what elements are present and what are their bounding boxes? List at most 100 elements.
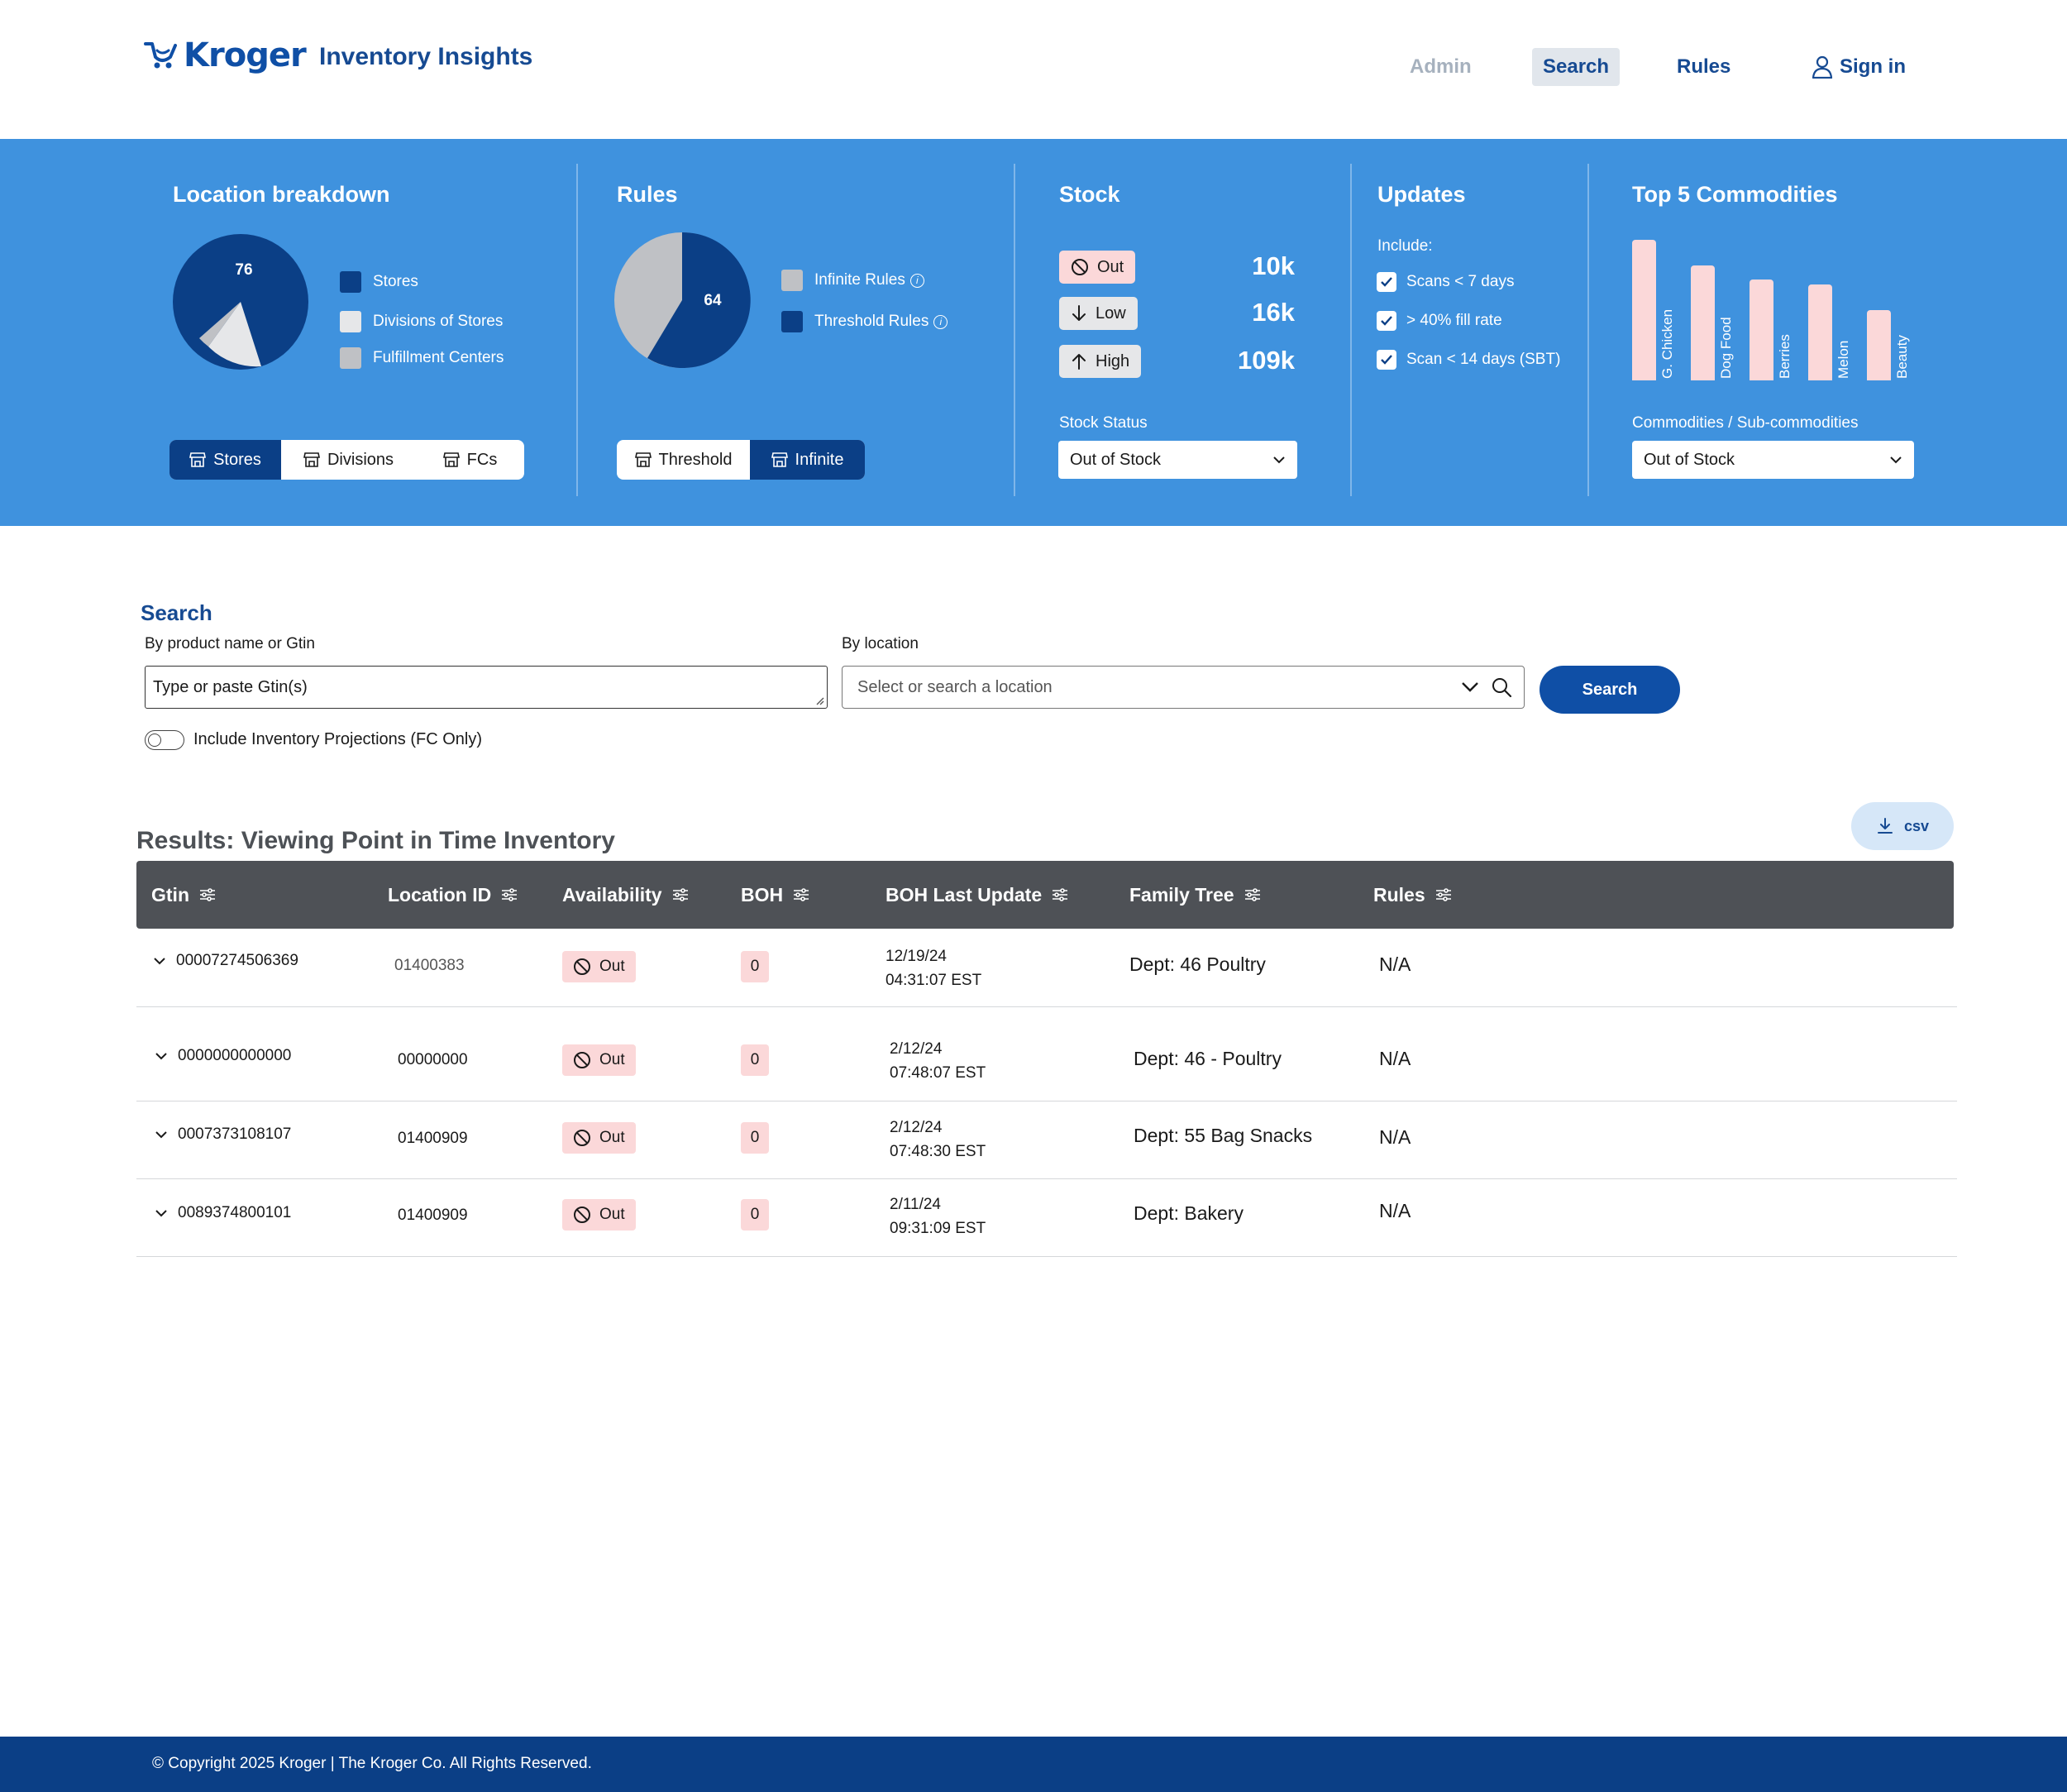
user-icon	[1812, 55, 1833, 79]
gtin-cell: 0089374800101	[155, 1204, 291, 1222]
stock-label: Low	[1096, 303, 1126, 323]
commodity-bar[interactable]	[1691, 265, 1715, 380]
legend-threshold-rules: Threshold Rules i	[781, 311, 948, 332]
column-gtin[interactable]: Gtin	[151, 861, 216, 929]
filter-icon[interactable]	[793, 888, 809, 901]
rules-cell: N/A	[1379, 1048, 1411, 1069]
select-value: Out of Stock	[1070, 450, 1162, 469]
location-id-cell: 01400383	[394, 957, 465, 974]
rules-cell: N/A	[1379, 1200, 1411, 1221]
availability-cell: Out	[562, 951, 636, 982]
kroger-logo[interactable]: Kroger	[144, 36, 307, 74]
commodity-bar[interactable]	[1808, 284, 1832, 380]
stock-out-badge[interactable]: Out	[1059, 251, 1136, 284]
gtin-cell: 0000000000000	[155, 1047, 291, 1065]
status-badge: Out	[562, 951, 636, 982]
chevron-down-icon[interactable]	[155, 1209, 168, 1217]
search-heading: Search	[141, 600, 212, 625]
tab-label: Threshold	[658, 450, 733, 469]
tab-fcs[interactable]: FCs	[416, 440, 524, 480]
gtin-cell: 0007373108107	[155, 1125, 291, 1144]
nav-admin[interactable]: Admin	[1410, 55, 1472, 78]
commodity-bar[interactable]	[1867, 310, 1891, 380]
filter-icon[interactable]	[1244, 888, 1261, 901]
column-availability[interactable]: Availability	[562, 861, 689, 929]
gtin-cell: 00007274506369	[153, 952, 298, 970]
info-icon[interactable]: i	[909, 273, 924, 288]
gtin-value: 00007274506369	[176, 952, 298, 969]
column-rules[interactable]: Rules	[1373, 861, 1452, 929]
info-icon[interactable]: i	[933, 314, 948, 329]
search-button[interactable]: Search	[1540, 666, 1680, 714]
tab-infinite[interactable]: Infinite	[750, 440, 865, 480]
filter-icon[interactable]	[501, 888, 518, 901]
stock-status-select[interactable]: Out of Stock	[1058, 441, 1297, 479]
chevron-down-icon[interactable]	[153, 957, 166, 965]
cart-icon	[144, 42, 177, 69]
store-icon	[634, 452, 652, 467]
prohibit-icon	[574, 958, 590, 975]
table-row[interactable]: 0000000000000 00000000 Out 0 2/12/24 07:…	[136, 1007, 1957, 1101]
prohibit-icon	[1072, 259, 1088, 275]
checkbox[interactable]	[1377, 272, 1396, 292]
location-input-icons	[1461, 676, 1512, 698]
table-row[interactable]: 0089374800101 01400909 Out 0 2/11/24 09:…	[136, 1179, 1957, 1257]
nav-rules[interactable]: Rules	[1677, 55, 1731, 78]
legend-swatch	[340, 347, 361, 369]
boh-badge: 0	[741, 1044, 769, 1076]
legend-swatch	[340, 271, 361, 293]
boh-last-update-cell: 2/12/24 07:48:07 EST	[890, 1037, 986, 1085]
commodity-bar[interactable]	[1750, 280, 1773, 380]
toggle-knob	[148, 734, 161, 747]
tab-divisions[interactable]: Divisions	[281, 440, 416, 480]
commodities-select[interactable]: Out of Stock	[1632, 441, 1914, 479]
chevron-down-icon[interactable]	[155, 1130, 168, 1139]
tab-label: Infinite	[795, 450, 844, 469]
gtin-value: 0089374800101	[178, 1204, 292, 1221]
select-value: Out of Stock	[1644, 450, 1735, 469]
stock-high-badge[interactable]: High	[1059, 345, 1142, 378]
sign-in-link[interactable]: Sign in	[1801, 48, 1917, 86]
column-boh[interactable]: BOH	[741, 861, 809, 929]
check-scan-14-days[interactable]: Scan < 14 days (SBT)	[1377, 350, 1560, 370]
filter-icon[interactable]	[1052, 888, 1068, 901]
commodity-bar[interactable]	[1632, 240, 1656, 380]
column-family-tree[interactable]: Family Tree	[1129, 861, 1261, 929]
prohibit-icon	[574, 1207, 590, 1223]
chevron-down-icon[interactable]	[155, 1052, 168, 1060]
gtin-input[interactable]: Type or paste Gtin(s)	[145, 666, 828, 709]
filter-icon[interactable]	[672, 888, 689, 901]
tab-stores[interactable]: Stores	[169, 440, 281, 480]
check-scans-7-days[interactable]: Scans < 7 days	[1377, 272, 1514, 292]
rules-cell: N/A	[1379, 953, 1411, 975]
stock-high-value: 109k	[1238, 346, 1295, 375]
filter-icon[interactable]	[199, 888, 216, 901]
checkbox[interactable]	[1377, 350, 1396, 370]
tab-label: Stores	[213, 450, 261, 469]
filter-icon[interactable]	[1435, 888, 1452, 901]
divider	[1014, 164, 1015, 496]
search-icon[interactable]	[1491, 676, 1512, 698]
column-location-id[interactable]: Location ID	[388, 861, 518, 929]
pie-value-label: 76	[235, 261, 252, 279]
check-icon	[1381, 277, 1392, 287]
stock-label: Out	[1097, 257, 1124, 276]
tab-threshold[interactable]: Threshold	[617, 440, 750, 480]
csv-download-button[interactable]: csv	[1851, 802, 1954, 850]
download-icon	[1877, 818, 1893, 834]
resize-handle-icon[interactable]	[814, 695, 824, 705]
chevron-down-icon	[1273, 456, 1285, 464]
footer: © Copyright 2025 Kroger | The Kroger Co.…	[0, 1737, 2067, 1792]
table-row[interactable]: 0007373108107 01400909 Out 0 2/12/24 07:…	[136, 1101, 1957, 1179]
check-label: Scans < 7 days	[1406, 273, 1515, 290]
stock-low-badge[interactable]: Low	[1059, 297, 1138, 330]
column-boh-last-update[interactable]: BOH Last Update	[886, 861, 1068, 929]
projections-toggle[interactable]	[145, 730, 184, 750]
check-fill-rate[interactable]: > 40% fill rate	[1377, 311, 1502, 331]
checkbox[interactable]	[1377, 311, 1396, 331]
nav-search[interactable]: Search	[1532, 48, 1621, 86]
stock-label: High	[1096, 351, 1130, 370]
location-input[interactable]: Select or search a location	[842, 666, 1525, 709]
table-row[interactable]: 00007274506369 01400383 Out 0 12/19/24 0…	[136, 929, 1957, 1007]
chevron-down-icon[interactable]	[1461, 681, 1479, 693]
